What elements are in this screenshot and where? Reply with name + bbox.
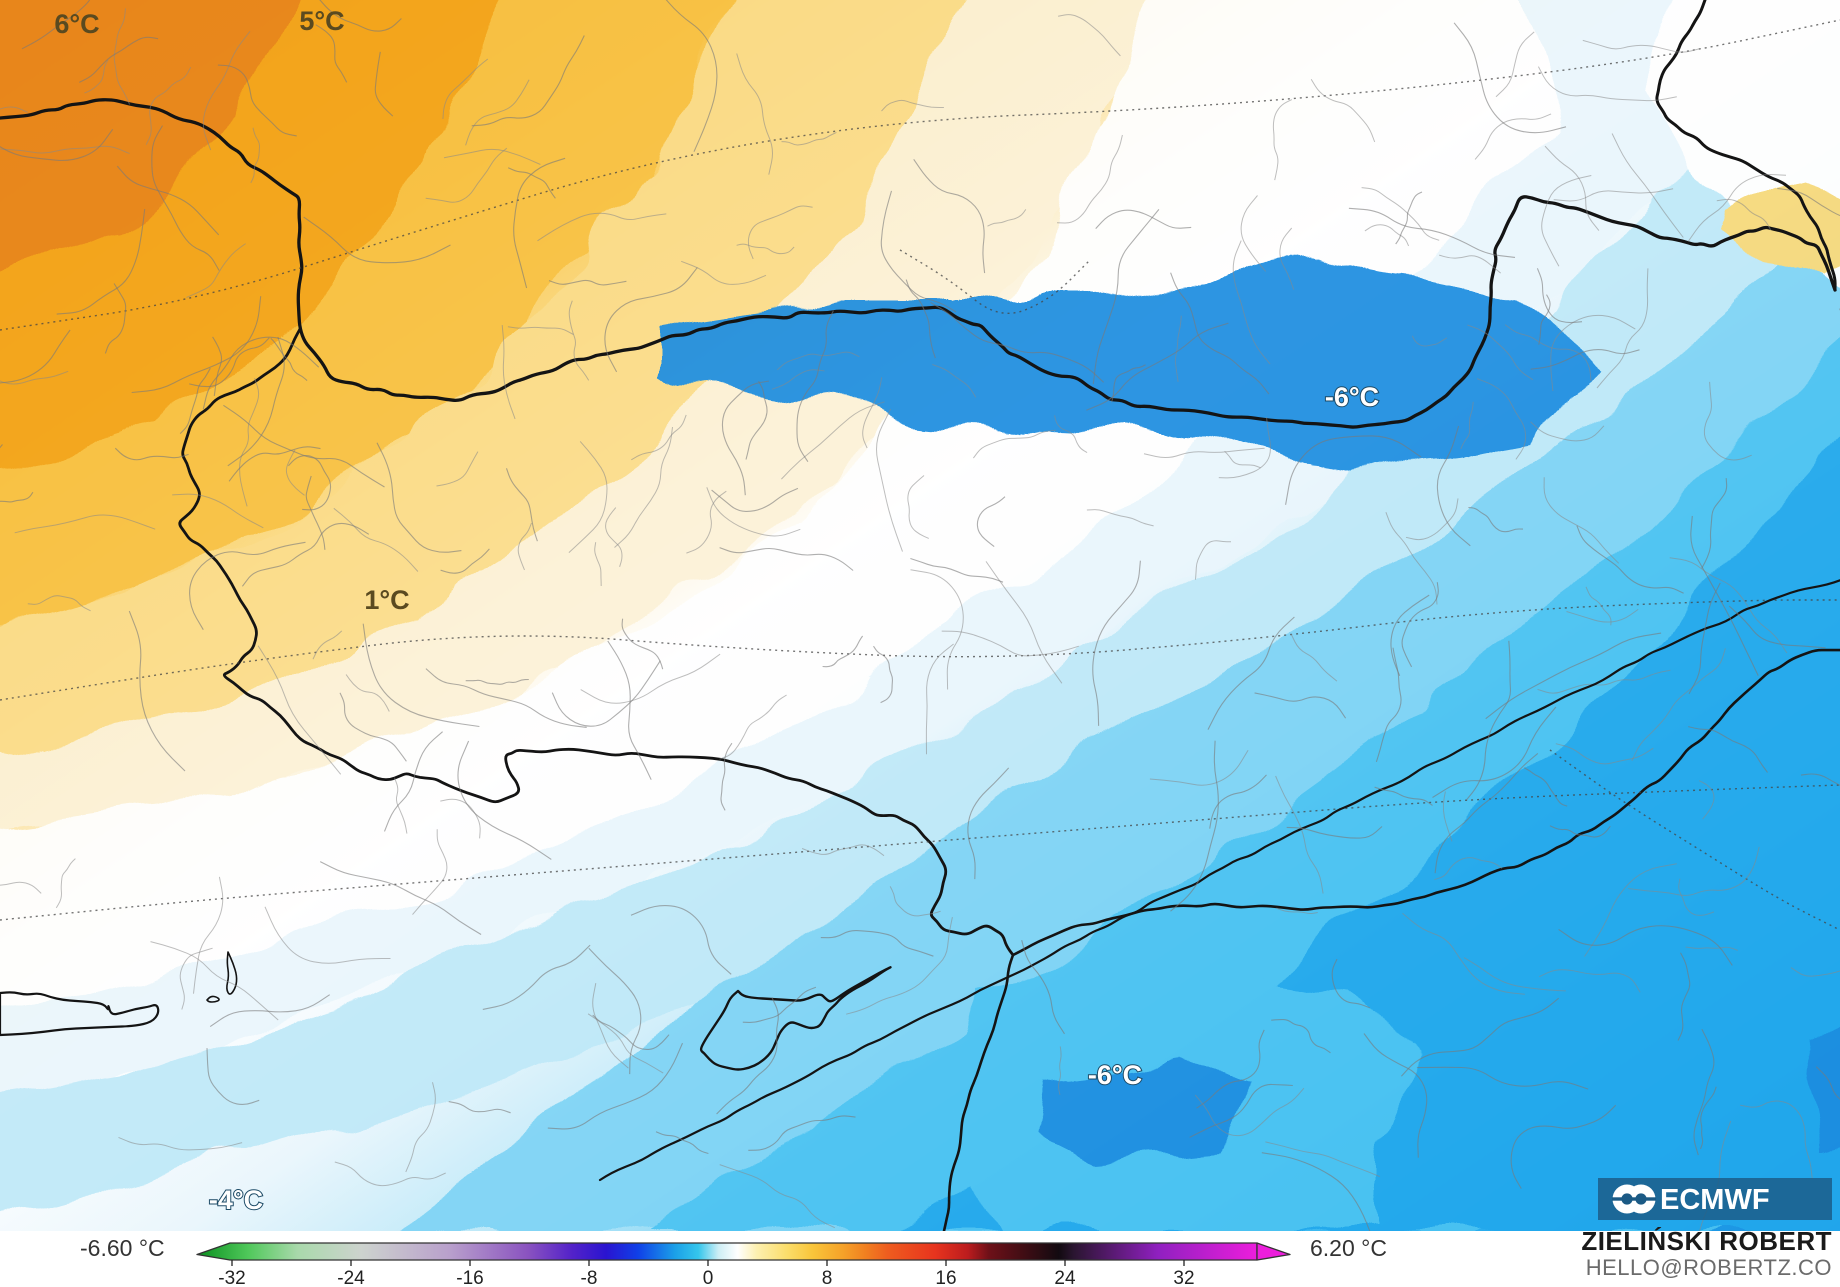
svg-text:32: 32 [1173,1268,1194,1287]
svg-text:-6°C: -6°C [1088,1060,1142,1090]
svg-text:24: 24 [1054,1268,1076,1287]
svg-text:ECMWF: ECMWF [1660,1184,1770,1216]
svg-text:6.20 °C: 6.20 °C [1310,1235,1387,1261]
svg-text:-32: -32 [218,1268,245,1287]
svg-text:-6°C: -6°C [1325,382,1379,412]
svg-text:-4°C: -4°C [209,1185,263,1215]
svg-text:6°C: 6°C [54,9,99,39]
svg-text:HELLO@ROBERTZ.CO: HELLO@ROBERTZ.CO [1586,1255,1832,1280]
svg-text:-6.60 °C: -6.60 °C [80,1235,165,1261]
svg-text:16: 16 [935,1268,956,1287]
svg-text:5°C: 5°C [299,6,344,36]
svg-text:ZIELIŃSKI ROBERT: ZIELIŃSKI ROBERT [1581,1226,1832,1256]
svg-text:-8: -8 [581,1268,598,1287]
svg-text:8: 8 [822,1268,833,1287]
svg-text:-24: -24 [337,1268,365,1287]
svg-text:1°C: 1°C [364,585,409,615]
svg-text:-16: -16 [456,1268,483,1287]
svg-text:0: 0 [703,1268,714,1287]
